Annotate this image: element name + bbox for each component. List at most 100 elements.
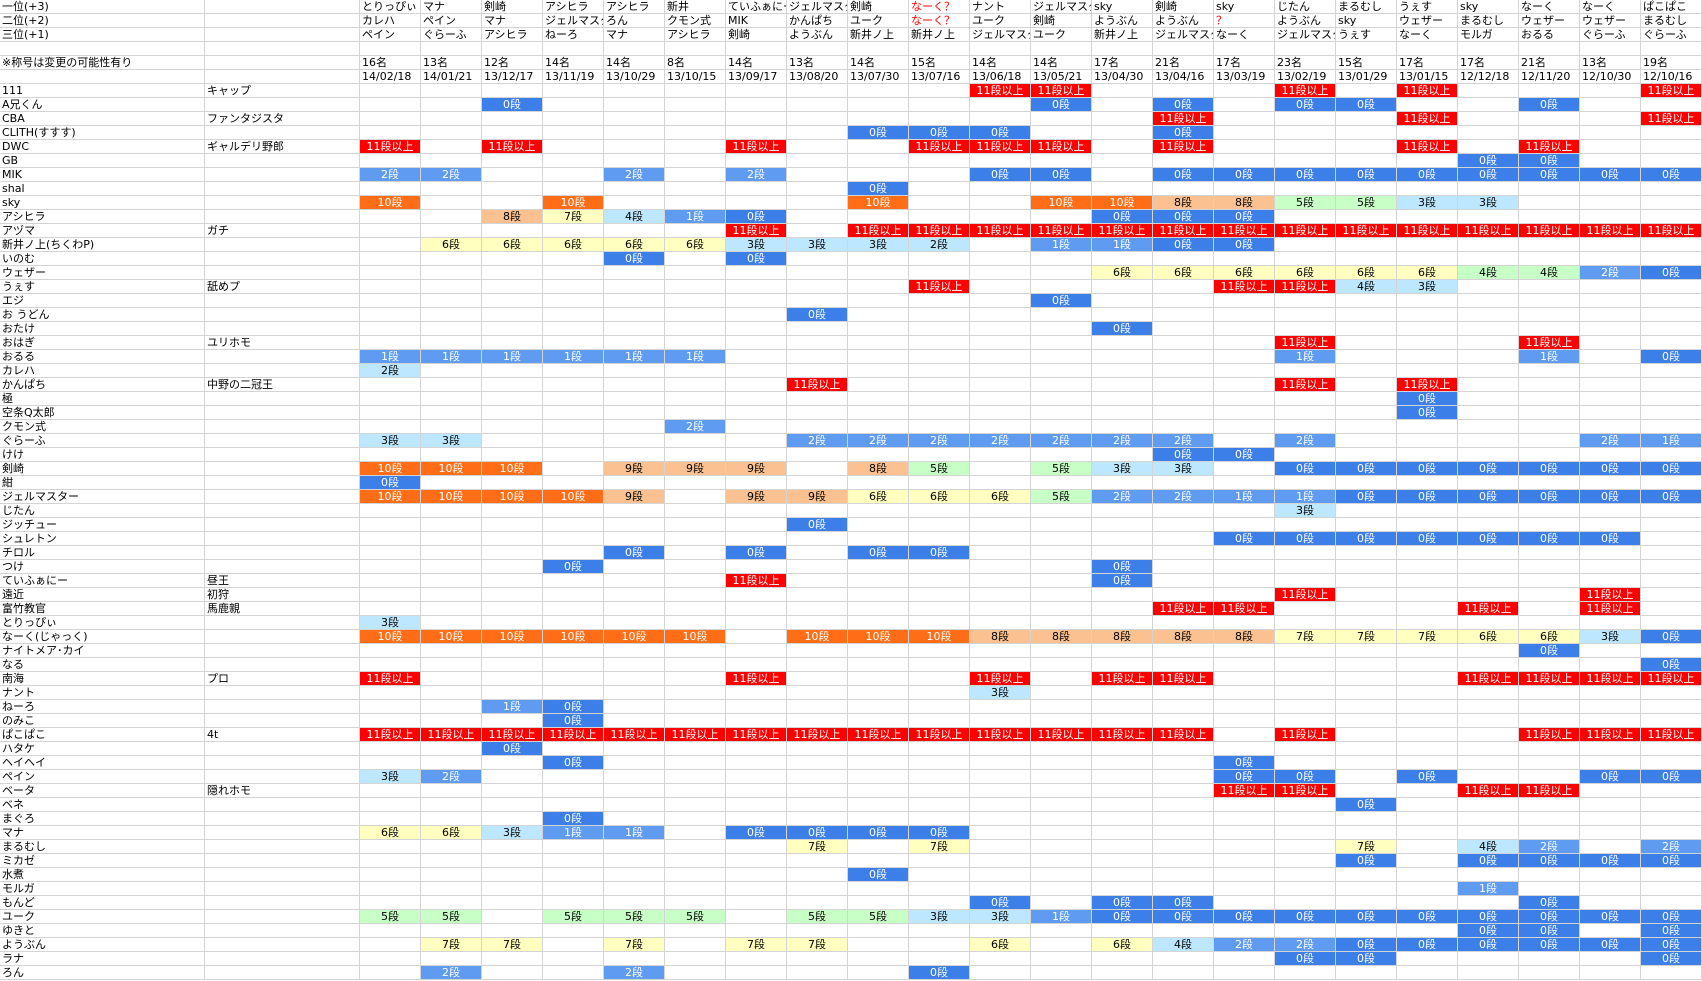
rank-cell[interactable] [1336,350,1397,364]
rank-cell[interactable]: 0段 [1519,98,1580,112]
player-name-cell[interactable]: MIK [0,168,205,182]
rank-cell[interactable] [1214,672,1275,686]
rank-cell[interactable]: 11段以上 [360,140,421,154]
rank-cell[interactable] [1275,364,1336,378]
rank-cell[interactable]: 11段以上 [726,574,787,588]
rank-cell[interactable] [1458,588,1519,602]
rank-cell[interactable] [1458,700,1519,714]
rank-cell[interactable] [787,798,848,812]
rank-cell[interactable] [1641,476,1702,490]
rank-cell[interactable]: 0段 [1519,490,1580,504]
rank-cell[interactable]: 0段 [1580,770,1641,784]
rank-cell[interactable] [543,168,604,182]
rank-cell[interactable]: 11段以上 [1214,602,1275,616]
rank-cell[interactable] [1153,812,1214,826]
rank-cell[interactable] [1153,966,1214,980]
rank-cell[interactable] [665,784,726,798]
rank-cell[interactable]: 6段 [360,826,421,840]
rank-cell[interactable] [787,196,848,210]
empty-cell[interactable] [1580,42,1641,56]
rank-cell[interactable]: 11段以上 [1580,728,1641,742]
rank-cell[interactable] [421,518,482,532]
rank-cell[interactable] [1519,546,1580,560]
rank-cell[interactable]: 1段 [1031,910,1092,924]
rank-cell[interactable] [1031,406,1092,420]
rank-cell[interactable] [1275,644,1336,658]
rank-cell[interactable]: 9段 [726,490,787,504]
empty-cell[interactable] [205,70,360,84]
rank-cell[interactable] [665,756,726,770]
rank-cell[interactable]: 0段 [1580,462,1641,476]
rank-cell[interactable]: 0段 [1641,490,1702,504]
player-title-cell[interactable] [205,840,360,854]
rank-cell[interactable]: 11段以上 [726,728,787,742]
rank-cell[interactable] [1580,546,1641,560]
rank-cell[interactable]: 11段以上 [1214,224,1275,238]
rank-cell[interactable] [970,784,1031,798]
rank-cell[interactable] [360,546,421,560]
rank-cell[interactable] [1397,574,1458,588]
winner-cell[interactable]: なーく [1214,28,1275,42]
rank-cell[interactable] [665,434,726,448]
rank-cell[interactable] [1336,714,1397,728]
player-title-cell[interactable] [205,686,360,700]
rank-cell[interactable] [1153,770,1214,784]
rank-cell[interactable]: 0段 [970,168,1031,182]
rank-cell[interactable] [1336,770,1397,784]
player-title-cell[interactable] [205,826,360,840]
winner-cell[interactable]: sky [1336,14,1397,28]
rank-cell[interactable] [726,336,787,350]
rank-cell[interactable] [787,714,848,728]
rank-cell[interactable] [360,420,421,434]
rank-cell[interactable] [726,588,787,602]
rank-cell[interactable] [1397,322,1458,336]
rank-cell[interactable]: 0段 [1641,924,1702,938]
player-title-cell[interactable] [205,322,360,336]
rank-cell[interactable]: 11段以上 [1641,672,1702,686]
rank-cell[interactable] [482,770,543,784]
empty-cell[interactable] [421,42,482,56]
rank-cell[interactable] [909,574,970,588]
rank-cell[interactable] [848,168,909,182]
rank-cell[interactable] [848,322,909,336]
rank-cell[interactable] [848,952,909,966]
rank-cell[interactable] [604,98,665,112]
rank-cell[interactable] [421,448,482,462]
rank-cell[interactable] [421,294,482,308]
rank-cell[interactable] [1275,294,1336,308]
rank-cell[interactable] [1214,392,1275,406]
rank-cell[interactable] [604,504,665,518]
rank-cell[interactable]: 0段 [1458,910,1519,924]
rank-cell[interactable] [604,308,665,322]
rank-cell[interactable] [787,280,848,294]
rank-cell[interactable] [726,392,787,406]
winner-cell[interactable]: うぇす [1397,0,1458,14]
rank-cell[interactable]: 0段 [787,826,848,840]
rank-cell[interactable] [1214,924,1275,938]
rank-cell[interactable] [543,798,604,812]
rank-cell[interactable] [1397,784,1458,798]
rank-cell[interactable] [665,868,726,882]
rank-cell[interactable] [1641,896,1702,910]
rank-cell[interactable] [1214,462,1275,476]
rank-cell[interactable] [1519,434,1580,448]
rank-cell[interactable] [543,154,604,168]
rank-cell[interactable] [482,966,543,980]
winner-cell[interactable]: sky [1458,0,1519,14]
rank-cell[interactable] [787,84,848,98]
winner-cell[interactable]: 剣崎 [1153,0,1214,14]
rank-cell[interactable] [909,336,970,350]
winner-cell[interactable]: ようぶん [1275,14,1336,28]
player-title-cell[interactable] [205,392,360,406]
rank-cell[interactable] [1458,896,1519,910]
rank-cell[interactable] [909,882,970,896]
player-title-cell[interactable] [205,798,360,812]
winner-cell[interactable]: 剣崎 [482,0,543,14]
rank-cell[interactable] [848,448,909,462]
rank-cell[interactable] [360,308,421,322]
rank-cell[interactable]: 6段 [1397,266,1458,280]
rank-cell[interactable] [360,182,421,196]
rank-cell[interactable] [787,98,848,112]
rank-cell[interactable] [1397,826,1458,840]
winner-cell[interactable]: 剣崎 [848,0,909,14]
